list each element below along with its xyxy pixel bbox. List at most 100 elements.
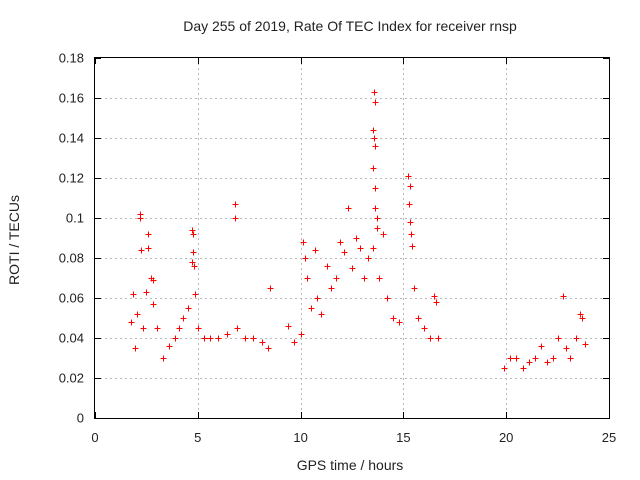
data-point (560, 293, 567, 300)
x-tick-label: 10 (293, 430, 307, 445)
data-point (370, 127, 377, 134)
data-point (265, 345, 272, 352)
y-tick-label: 0.06 (59, 291, 84, 306)
data-point (189, 259, 196, 266)
x-tick-labels: 0 5 10 15 20 25 (91, 430, 616, 445)
data-point (532, 355, 539, 362)
data-point (407, 183, 414, 190)
data-point (242, 335, 249, 342)
data-point (337, 239, 344, 246)
data-point (285, 323, 292, 330)
data-point (431, 293, 438, 300)
data-point (372, 143, 379, 150)
data-point (405, 173, 412, 180)
plot-frame (94, 57, 610, 419)
data-point (567, 355, 574, 362)
data-point (582, 341, 589, 348)
data-point (349, 265, 356, 272)
data-point (415, 315, 422, 322)
data-point (370, 165, 377, 172)
data-point (370, 245, 377, 252)
data-point (176, 325, 183, 332)
data-point (555, 335, 562, 342)
data-point (324, 263, 331, 270)
data-point (372, 99, 379, 106)
data-point (192, 291, 199, 298)
data-point (234, 325, 241, 332)
data-point (150, 301, 157, 308)
data-point (232, 215, 239, 222)
data-point (380, 231, 387, 238)
data-point (166, 343, 173, 350)
y-tick-label: 0 (77, 411, 84, 426)
data-point (341, 249, 348, 256)
y-tick-label: 0.08 (59, 251, 84, 266)
data-point (563, 345, 570, 352)
x-tick-label: 15 (396, 430, 410, 445)
data-point (304, 275, 311, 282)
data-point (573, 335, 580, 342)
data-point (267, 285, 274, 292)
data-point (550, 355, 557, 362)
data-point (298, 331, 305, 338)
data-point (185, 305, 192, 312)
data-point (312, 247, 319, 254)
data-point (308, 305, 315, 312)
data-point (224, 331, 231, 338)
data-point (291, 339, 298, 346)
data-point (365, 255, 372, 262)
data-point (195, 325, 202, 332)
data-point (180, 315, 187, 322)
data-point (520, 365, 527, 372)
data-point (579, 315, 586, 322)
data-point (201, 335, 208, 342)
data-point (134, 311, 141, 318)
data-point (191, 263, 198, 270)
data-point (132, 345, 139, 352)
data-point (130, 291, 137, 298)
data-point (314, 295, 321, 302)
data-point (544, 359, 551, 366)
data-point (507, 355, 514, 362)
data-point (371, 135, 378, 142)
y-tick-label: 0.14 (59, 131, 84, 146)
data-point (160, 355, 167, 362)
data-point (190, 249, 197, 256)
data-point (374, 215, 381, 222)
data-point (345, 205, 352, 212)
data-point (143, 289, 150, 296)
x-tick-label: 20 (499, 430, 513, 445)
data-point (353, 235, 360, 242)
data-point (190, 231, 197, 238)
grid-lines (95, 58, 609, 418)
y-tick-label: 0.1 (66, 211, 84, 226)
data-point (140, 325, 147, 332)
data-point (137, 215, 144, 222)
data-point (361, 275, 368, 282)
data-point (172, 335, 179, 342)
data-point (357, 245, 364, 252)
data-point (409, 243, 416, 250)
data-point (145, 245, 152, 252)
data-point (328, 285, 335, 292)
axis-ticks (95, 58, 610, 419)
data-point (526, 359, 533, 366)
data-point (390, 315, 397, 322)
y-tick-label: 0.02 (59, 371, 84, 386)
data-point (406, 201, 413, 208)
data-point (407, 219, 414, 226)
data-point (333, 275, 340, 282)
data-points (128, 89, 589, 372)
y-axis-title: ROTI / TECUs (6, 195, 22, 285)
y-tick-label: 0.12 (59, 171, 84, 186)
data-point (538, 343, 545, 350)
data-point (372, 205, 379, 212)
data-point (411, 285, 418, 292)
data-point (577, 311, 584, 318)
data-point (384, 295, 391, 302)
x-tick-label: 0 (91, 430, 98, 445)
data-point (427, 335, 434, 342)
data-point (189, 227, 196, 234)
data-point (145, 231, 152, 238)
